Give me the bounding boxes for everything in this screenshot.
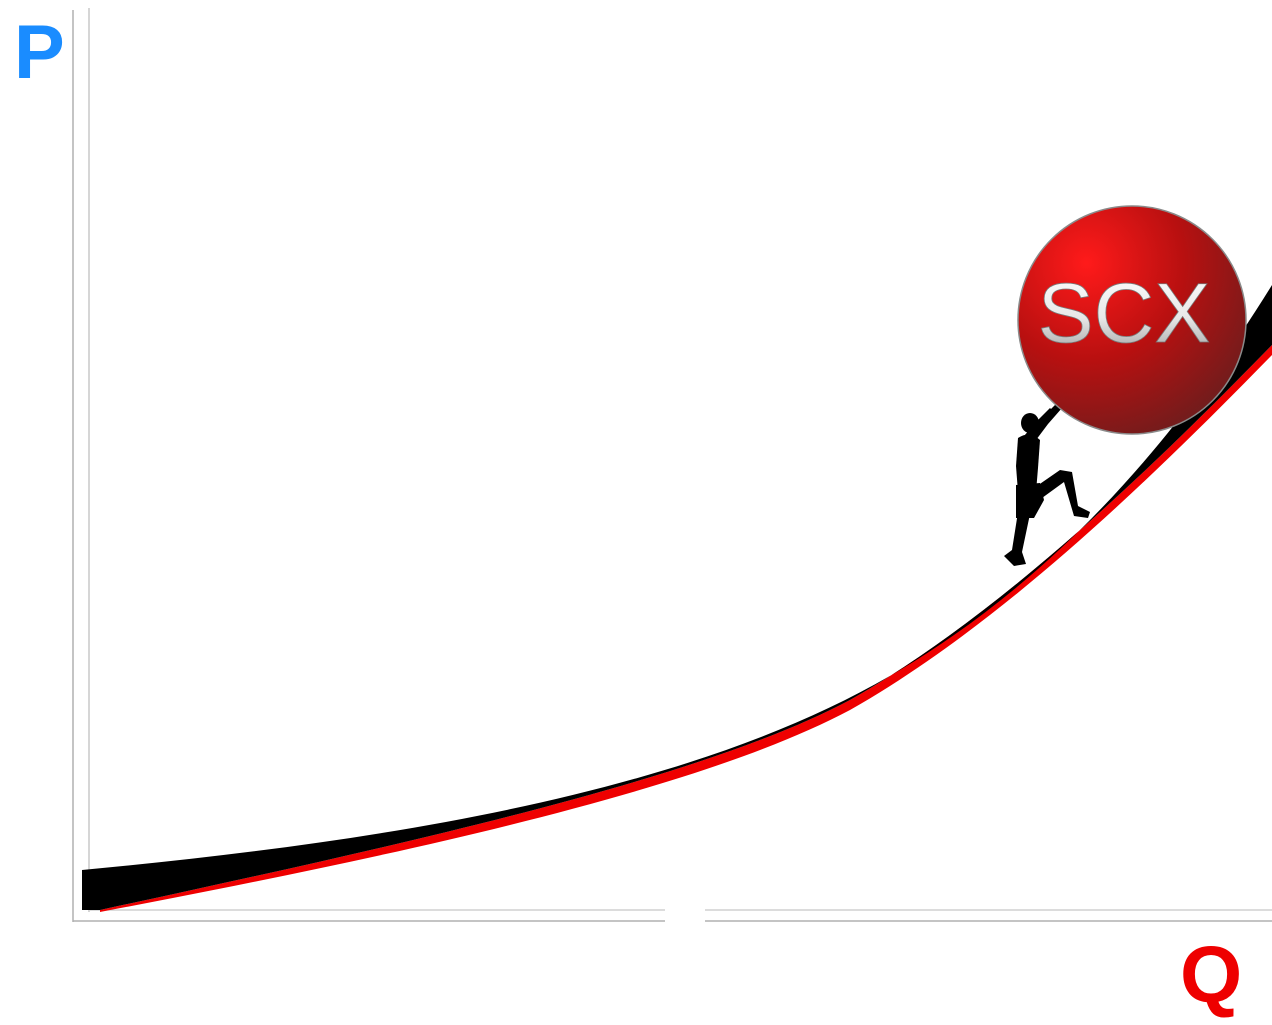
y-axis — [72, 8, 90, 922]
supply-curve-edge — [100, 345, 1272, 912]
ball-label: SCX — [1038, 266, 1211, 360]
y-axis-label: P — [14, 10, 65, 95]
x-axis — [73, 909, 1272, 922]
scx-ball: SCX — [1017, 205, 1247, 435]
x-axis-label: Q — [1180, 930, 1242, 1019]
person-pushing-icon — [1004, 404, 1090, 566]
